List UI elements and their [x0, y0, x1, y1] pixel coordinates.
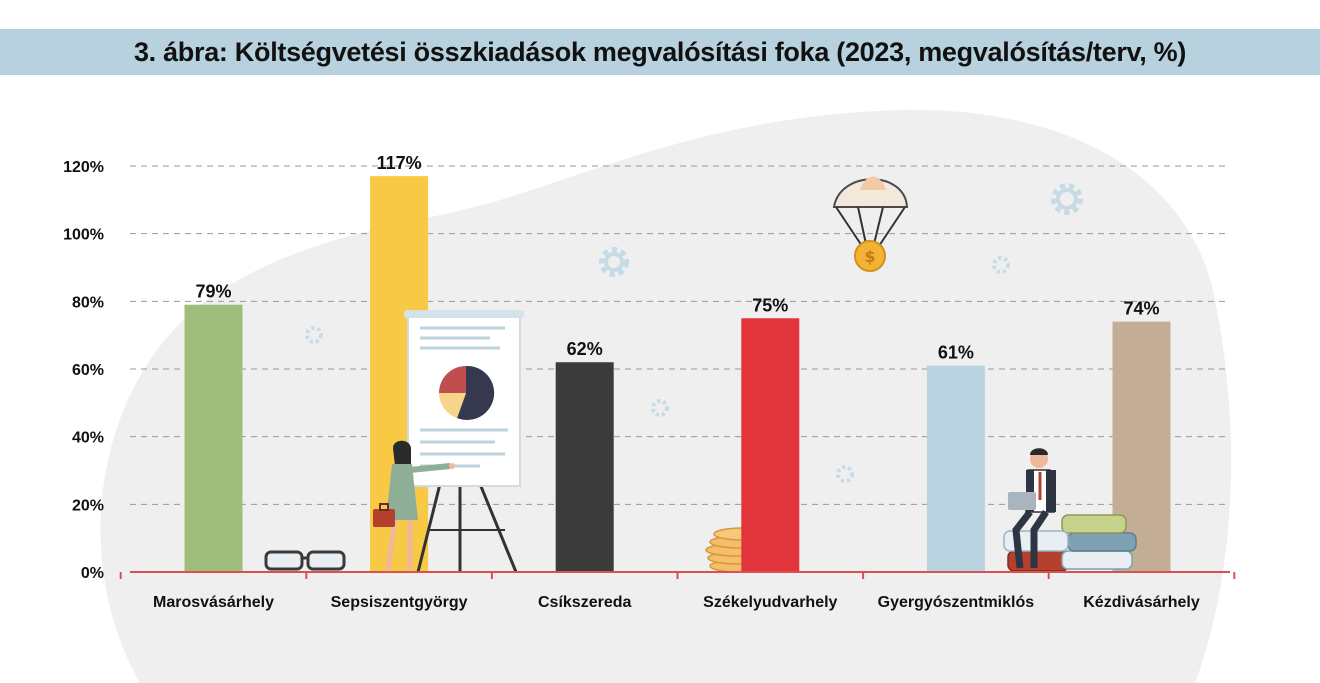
- bar: [926, 365, 985, 572]
- gear-icon: [1051, 183, 1083, 215]
- y-tick-label: 80%: [72, 294, 104, 311]
- y-tick-label: 100%: [63, 227, 104, 244]
- bar: [184, 304, 243, 572]
- y-tick-label: 120%: [63, 159, 104, 176]
- x-tick-label: Csíkszereda: [538, 594, 631, 611]
- presentation-board-icon: [404, 310, 524, 573]
- y-tick-label: 20%: [72, 497, 104, 514]
- data-label: 117%: [377, 153, 422, 173]
- bars-layer: [184, 176, 1171, 572]
- y-tick-label: 0%: [81, 565, 104, 582]
- parachute-coin-icon: $: [832, 176, 909, 272]
- gear-icon: [599, 247, 629, 277]
- data-label: 75%: [752, 295, 788, 315]
- y-tick-label: 40%: [72, 430, 104, 447]
- x-tick-label: Sepsiszentgyörgy: [331, 594, 468, 611]
- data-label: 61%: [938, 343, 974, 363]
- chart-title: 3. ábra: Költségvetési összkiadások megv…: [133, 36, 1187, 67]
- svg-text:$: $: [864, 247, 875, 266]
- grid-layer: [130, 165, 1230, 505]
- x-tick-label: Gyergyószentmiklós: [878, 594, 1035, 611]
- x-tick-label: Székelyudvarhely: [703, 594, 837, 611]
- gear-icon: [305, 326, 323, 344]
- y-tick-label: 60%: [72, 362, 104, 379]
- books-and-man-icon: [1003, 448, 1137, 572]
- title-band: 3. ábra: Költségvetési összkiadások megv…: [0, 29, 1320, 75]
- gear-icon: [651, 399, 669, 417]
- bar: [555, 362, 614, 572]
- x-tick-label: Marosvásárhely: [153, 594, 274, 611]
- presenter-figure: [373, 440, 455, 571]
- front-decoration-layer: [373, 310, 1137, 573]
- data-label: 62%: [567, 339, 603, 359]
- x-tick-label: Kézdivásárhely: [1083, 594, 1200, 611]
- gear-icon: [992, 256, 1010, 274]
- labels-layer: 0% 20% 40% 60% 80% 100% 120% 79% 117% 62% 75% 61% 74…: [63, 153, 1236, 611]
- data-label: 79%: [195, 282, 231, 302]
- bar: [741, 318, 800, 572]
- glasses-icon: [264, 550, 346, 571]
- gear-icon: [836, 465, 854, 483]
- data-label: 74%: [1123, 299, 1159, 319]
